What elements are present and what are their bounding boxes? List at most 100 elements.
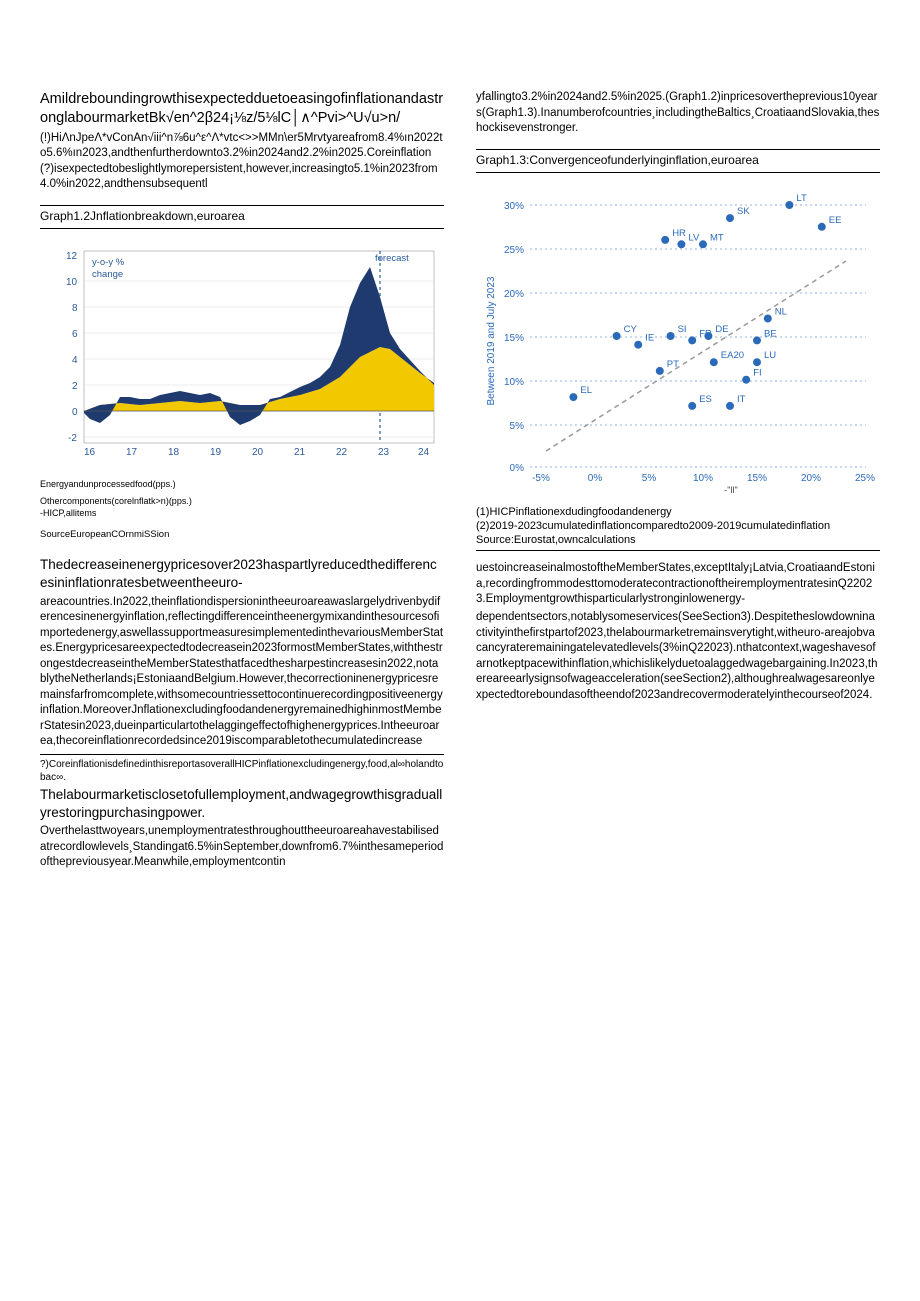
para-3-lead: Thelabourmarketisclosetofullemployment,a…	[40, 786, 444, 822]
svg-text:4: 4	[72, 355, 78, 366]
scatter-point	[726, 214, 734, 222]
svg-text:15%: 15%	[504, 333, 524, 344]
svg-text:12: 12	[66, 251, 78, 262]
para-3: Overthelasttwoyears,unemploymentratesthr…	[40, 824, 444, 871]
graph-1-2-legend-1: Energyandunprocessedfood(pps.)	[40, 479, 444, 490]
section-heading: Amildreboundingrowthisexpectedduetoeasin…	[40, 90, 444, 128]
scatter-point	[613, 332, 621, 340]
svg-text:15%: 15%	[747, 473, 767, 484]
right-para-2: uestoincreaseinalmostoftheMemberStates,e…	[476, 561, 880, 608]
scatter-label: LU	[764, 350, 776, 361]
scatter-label: NL	[775, 306, 787, 317]
scatter-point	[753, 358, 761, 366]
svg-text:-2: -2	[68, 433, 77, 444]
scatter-point	[699, 240, 707, 248]
scatter-point	[704, 332, 712, 340]
page-columns: Amildreboundingrowthisexpectedduetoeasin…	[40, 90, 880, 873]
scatter-point	[569, 393, 577, 401]
scatter-point	[785, 201, 793, 209]
svg-text:10%: 10%	[693, 473, 713, 484]
svg-text:20%: 20%	[801, 473, 821, 484]
intro-paragraph: (!)HiΛnJpeΛ*vConAn√iii^n⅞6u^ε^Λ*vtc<>>MM…	[40, 131, 444, 193]
left-column: Amildreboundingrowthisexpectedduetoeasin…	[40, 90, 444, 873]
para-2-lead: Thedecreaseinenergypricesover2023haspart…	[40, 556, 444, 592]
graph-1-2-legend-2: Othercomponents(corelnflatk>n)(pps.)	[40, 496, 444, 507]
scatter-point	[656, 366, 664, 374]
svg-text:6: 6	[72, 329, 78, 340]
graph-1-3-notes: (1)HICPinflationexdudingfoodandenergy (2…	[476, 505, 880, 552]
svg-text:5%: 5%	[642, 473, 657, 484]
svg-text:5%: 5%	[510, 421, 525, 432]
svg-text:22: 22	[336, 447, 348, 458]
svg-text:23: 23	[378, 447, 390, 458]
svg-text:10%: 10%	[504, 377, 524, 388]
svg-text:change: change	[92, 269, 123, 280]
svg-text:24: 24	[418, 447, 430, 458]
scatter-point	[710, 358, 718, 366]
svg-text:25%: 25%	[855, 473, 875, 484]
svg-text:16: 16	[84, 447, 96, 458]
scatter-label: SK	[737, 206, 750, 217]
graph-1-2-source: SourceEuropeanCOrnmiSSion	[40, 529, 444, 540]
svg-text:25%: 25%	[504, 245, 524, 256]
graph-1-2-title: Graph1.2Jnflationbreakdown,euroarea	[40, 209, 444, 223]
svg-text:20: 20	[252, 447, 264, 458]
graph-1-2-legend-3: -HICP,allitems	[40, 508, 444, 519]
svg-text:Between 2019 and July 2023: Between 2019 and July 2023	[486, 276, 497, 405]
svg-text:-"ll": -"ll"	[724, 485, 737, 495]
graph-1-3-chart: 30% 25% 20% 15% 10% 5% 0% Between 2019 a…	[476, 181, 876, 501]
graph-1-3-source: Source:Eurostat,owncalculations	[476, 534, 636, 546]
graph-1-3-note-1: (1)HICPinflationexdudingfoodandenergy	[476, 506, 672, 518]
scatter-point	[726, 401, 734, 409]
scatter-label: LV	[688, 232, 700, 243]
svg-text:21: 21	[294, 447, 306, 458]
scatter-point	[677, 240, 685, 248]
svg-text:10: 10	[66, 277, 78, 288]
scatter-point	[688, 401, 696, 409]
right-column: yfallingto3.2%in2024and2.5%in2025.(Graph…	[476, 90, 880, 873]
svg-text:y-o-y %: y-o-y %	[92, 257, 125, 268]
right-top-para: yfallingto3.2%in2024and2.5%in2025.(Graph…	[476, 90, 880, 137]
scatter-label: BE	[764, 328, 777, 339]
scatter-point	[667, 332, 675, 340]
svg-text:0%: 0%	[588, 473, 603, 484]
scatter-label: MT	[710, 232, 724, 243]
svg-text:0%: 0%	[510, 463, 525, 474]
scatter-label: EE	[829, 214, 842, 225]
scatter-label: DE	[715, 324, 728, 335]
scatter-point	[661, 235, 669, 243]
svg-text:-5%: -5%	[532, 473, 550, 484]
right-para-3: dependentsectors,notablysomeservices(See…	[476, 610, 880, 703]
scatter-point	[742, 375, 750, 383]
scatter-label: IE	[645, 332, 654, 343]
scatter-point	[764, 314, 772, 322]
svg-text:20%: 20%	[504, 289, 524, 300]
scatter-label: SI	[678, 324, 687, 335]
svg-text:8: 8	[72, 303, 78, 314]
graph-1-3-title: Graph1.3:Convergenceofunderlyinginflatio…	[476, 153, 880, 167]
scatter-label: CY	[624, 324, 638, 335]
scatter-label: IT	[737, 393, 746, 404]
svg-text:0: 0	[72, 407, 78, 418]
svg-text:19: 19	[210, 447, 222, 458]
graph-1-2-chart: 12 10 8 6 4 2 0 -2 y-o-y % change foreca…	[40, 237, 440, 477]
graph-1-3-note-2: (2)2019-2023cumulatedinflationcomparedto…	[476, 520, 830, 532]
scatter-point	[688, 336, 696, 344]
scatter-label: PT	[667, 358, 679, 369]
scatter-label: EA20	[721, 350, 744, 361]
svg-text:2: 2	[72, 381, 78, 392]
scatter-label: ES	[699, 393, 712, 404]
graph-1-3-title-block: Graph1.3:Convergenceofunderlyinginflatio…	[476, 149, 880, 173]
scatter-point	[753, 336, 761, 344]
footnote-core-inflation: ?)Coreinflationisdefinedinthisreportasov…	[40, 754, 444, 784]
scatter-label: LT	[796, 193, 807, 204]
graph-1-2-title-block: Graph1.2Jnflationbreakdown,euroarea	[40, 205, 444, 229]
scatter-label: FI	[753, 367, 761, 378]
para-2: areacountries.In2022,theinflationdispers…	[40, 595, 444, 750]
svg-text:18: 18	[168, 447, 180, 458]
svg-text:30%: 30%	[504, 201, 524, 212]
scatter-point	[634, 340, 642, 348]
scatter-label: EL	[580, 385, 592, 396]
scatter-label: HR	[672, 227, 686, 238]
svg-text:17: 17	[126, 447, 138, 458]
